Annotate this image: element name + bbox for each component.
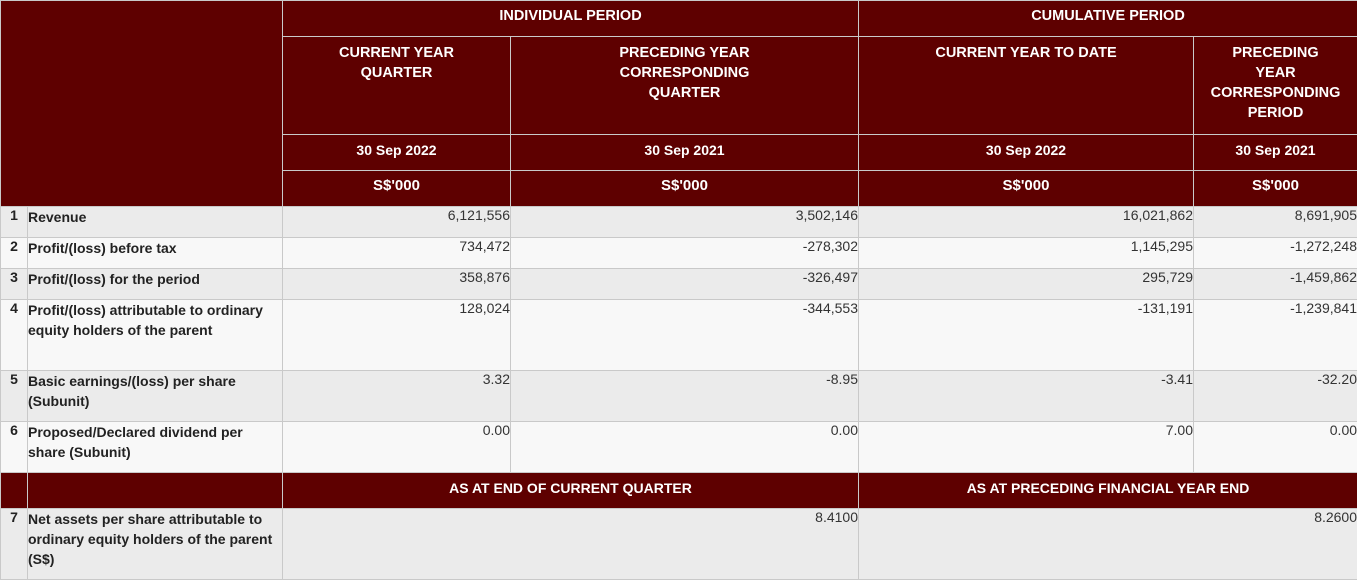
as-at-header-row: AS AT END OF CURRENT QUARTER AS AT PRECE… (1, 473, 1357, 509)
col-date: 30 Sep 2021 (1194, 135, 1357, 171)
table-row: 2 Profit/(loss) before tax 734,472 -278,… (1, 238, 1357, 269)
row-value: 6,121,556 (283, 207, 511, 238)
row-value: 295,729 (859, 269, 1194, 300)
row-value: 8,691,905 (1194, 207, 1357, 238)
row-value: 0.00 (283, 422, 511, 473)
period-band-row: INDIVIDUAL PERIOD CUMULATIVE PERIOD (1, 1, 1357, 37)
col-unit: S$'000 (283, 171, 511, 207)
row-value: 1,145,295 (859, 238, 1194, 269)
row-index: 7 (1, 509, 28, 580)
row-value: -32.20 (1194, 371, 1357, 422)
header-blank (28, 473, 283, 509)
row-label: Profit/(loss) before tax (28, 238, 283, 269)
col-date: 30 Sep 2021 (511, 135, 859, 171)
row-value: -131,191 (859, 300, 1194, 371)
row-value: 8.4100 (283, 509, 859, 580)
col-unit: S$'000 (511, 171, 859, 207)
row-value: -278,302 (511, 238, 859, 269)
row-label: Net assets per share attributable to ord… (28, 509, 283, 580)
col-unit: S$'000 (1194, 171, 1357, 207)
row-index: 2 (1, 238, 28, 269)
row-value: 0.00 (511, 422, 859, 473)
col-date: 30 Sep 2022 (283, 135, 511, 171)
header-blank (1, 473, 28, 509)
row-value: 3.32 (283, 371, 511, 422)
table-row: 4 Profit/(loss) attributable to ordinary… (1, 300, 1357, 371)
row-value: 8.2600 (859, 509, 1357, 580)
row-value: -326,497 (511, 269, 859, 300)
row-index: 6 (1, 422, 28, 473)
row-label: Profit/(loss) for the period (28, 269, 283, 300)
row-label: Revenue (28, 207, 283, 238)
row-value: 0.00 (1194, 422, 1357, 473)
row-label: Profit/(loss) attributable to ordinary e… (28, 300, 283, 371)
header-corner (1, 1, 283, 207)
row-label: Proposed/Declared dividend per share (Su… (28, 422, 283, 473)
row-value: 358,876 (283, 269, 511, 300)
row-value: 3,502,146 (511, 207, 859, 238)
individual-period-heading: INDIVIDUAL PERIOD (283, 1, 859, 37)
col-current-year-to-date-title: CURRENT YEAR TO DATE (859, 37, 1194, 135)
as-at-preceding-year-end-heading: AS AT PRECEDING FINANCIAL YEAR END (859, 473, 1357, 509)
row-value: -344,553 (511, 300, 859, 371)
row-index: 1 (1, 207, 28, 238)
row-value: 16,021,862 (859, 207, 1194, 238)
row-value: -1,459,862 (1194, 269, 1357, 300)
table-row: 3 Profit/(loss) for the period 358,876 -… (1, 269, 1357, 300)
row-index: 5 (1, 371, 28, 422)
row-value: -1,239,841 (1194, 300, 1357, 371)
row-value: 7.00 (859, 422, 1194, 473)
table-row: 1 Revenue 6,121,556 3,502,146 16,021,862… (1, 207, 1357, 238)
as-at-current-quarter-heading: AS AT END OF CURRENT QUARTER (283, 473, 859, 509)
row-value: -8.95 (511, 371, 859, 422)
row-index: 4 (1, 300, 28, 371)
table-row: 7 Net assets per share attributable to o… (1, 509, 1357, 580)
row-index: 3 (1, 269, 28, 300)
col-date: 30 Sep 2022 (859, 135, 1194, 171)
table-row: 6 Proposed/Declared dividend per share (… (1, 422, 1357, 473)
row-value: -1,272,248 (1194, 238, 1357, 269)
row-label: Basic earnings/(loss) per share (Subunit… (28, 371, 283, 422)
col-unit: S$'000 (859, 171, 1194, 207)
table-row: 5 Basic earnings/(loss) per share (Subun… (1, 371, 1357, 422)
cumulative-period-heading: CUMULATIVE PERIOD (859, 1, 1357, 37)
row-value: 128,024 (283, 300, 511, 371)
row-value: 734,472 (283, 238, 511, 269)
row-value: -3.41 (859, 371, 1194, 422)
